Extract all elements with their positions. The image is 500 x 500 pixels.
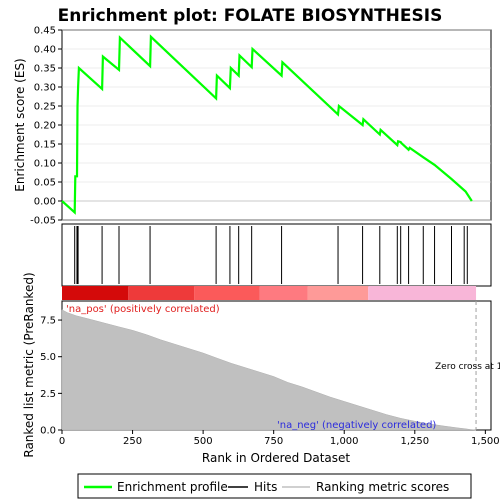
legend: Enrichment profile Hits Ranking metric s… [77, 473, 472, 499]
x-axis-label: Rank in Ordered Dataset [202, 451, 350, 465]
zero-cross-label: Zero cross at 1 [435, 362, 500, 372]
es-y-tick-label: 0.45 [34, 26, 56, 37]
es-y-axis-label: Enrichment score (ES) [13, 58, 27, 191]
positive-correlation-label: 'na_pos' (positively correlated) [66, 304, 220, 315]
x-tick-label: 0 [59, 436, 65, 447]
es-y-tick-label: 0.00 [34, 197, 56, 208]
color-bar-segment [368, 286, 477, 300]
x-tick-label: 750 [264, 436, 283, 447]
metric-y-tick-label: 0.0 [40, 426, 56, 437]
color-bar-segment [307, 286, 369, 300]
color-bar-segment [194, 286, 260, 300]
rank-color-bar [62, 286, 477, 300]
color-bar-segment [62, 286, 129, 300]
ranking-metric-area [61, 309, 477, 431]
enrichment-profile-line [61, 34, 473, 215]
negative-correlation-label: 'na_neg' (negatively correlated) [277, 420, 436, 431]
hits-panel-frame [61, 223, 492, 287]
legend-box [77, 473, 472, 499]
color-bar-segment [128, 286, 195, 300]
es-y-tick-label: 0.20 [34, 121, 56, 132]
metric-y-ticks: 7.5 5.0 2.5 0.0 [40, 316, 62, 437]
es-y-tick-label: 0.35 [34, 64, 56, 75]
metric-y-tick-label: 2.5 [40, 389, 56, 400]
es-y-tick-label: 0.10 [34, 159, 56, 170]
metric-y-tick-label: 5.0 [40, 352, 56, 363]
color-bar-segment [259, 286, 308, 300]
chart-title: Enrichment plot: FOLATE BIOSYNTHESIS [58, 6, 443, 26]
es-y-tick-label: 0.40 [34, 45, 56, 56]
x-tick-label: 1,250 [400, 436, 429, 447]
x-tick-label: 500 [194, 436, 213, 447]
es-y-tick-label: 0.15 [34, 140, 56, 151]
es-y-tick-label: -0.05 [30, 216, 56, 227]
metric-y-tick-label: 7.5 [40, 316, 56, 327]
x-tick-label: 1,000 [330, 436, 359, 447]
es-y-tick-label: 0.25 [34, 102, 56, 113]
metric-x-ticks: 0 250 500 750 1,000 1,250 1,500 [59, 430, 500, 447]
legend-enrichment-label: Enrichment profile [117, 480, 228, 494]
hit-marks [74, 226, 468, 284]
legend-hits-label: Hits [254, 480, 277, 494]
es-y-tick-label: 0.30 [34, 83, 56, 94]
x-tick-label: 1,500 [471, 436, 500, 447]
es-y-ticks: 0.45 0.40 0.35 0.30 0.25 0.20 0.15 0.10 0.05 0.00… [30, 26, 62, 227]
legend-metric-label: Ranking metric scores [316, 480, 449, 494]
es-y-tick-label: 0.05 [34, 178, 56, 189]
metric-y-axis-label: Ranked list metric (PreRanked) [22, 272, 36, 457]
x-tick-label: 250 [123, 436, 142, 447]
